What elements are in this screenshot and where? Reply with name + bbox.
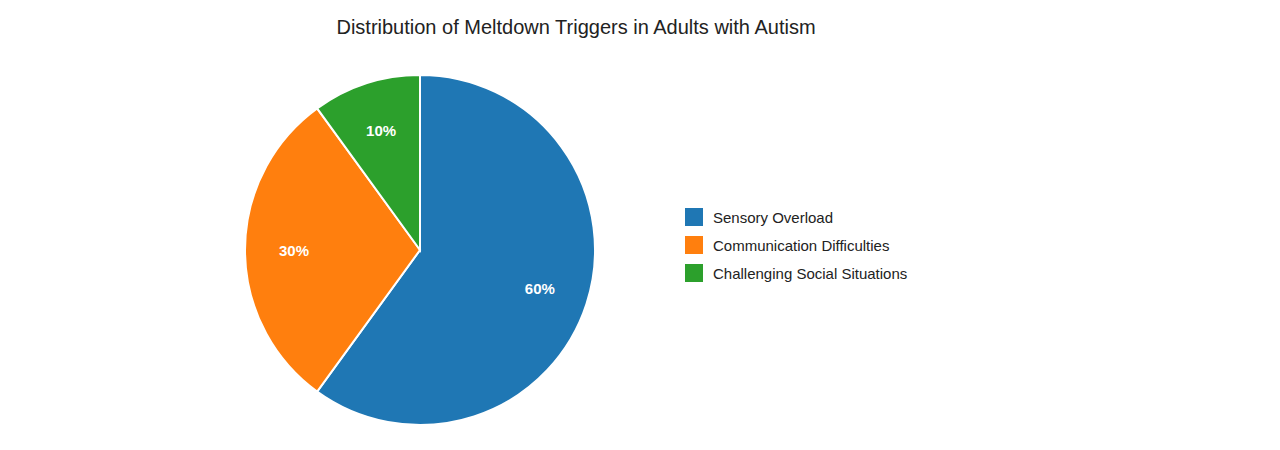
legend-item: Challenging Social Situations: [685, 264, 907, 282]
legend-label: Sensory Overload: [713, 209, 833, 226]
chart: Distribution of Meltdown Triggers in Adu…: [0, 0, 1280, 450]
legend-swatch: [685, 208, 703, 226]
legend-label: Challenging Social Situations: [713, 265, 907, 282]
data-label: 10%: [366, 122, 396, 139]
data-labels: 60% 30% 10%: [279, 122, 555, 298]
slice: [317, 75, 420, 250]
pie: [245, 75, 595, 425]
data-label: 30%: [279, 242, 309, 259]
legend-swatch: [685, 236, 703, 254]
title: Distribution of Meltdown Triggers in Adu…: [336, 16, 815, 38]
legend-label: Communication Difficulties: [713, 237, 889, 254]
legend-item: Communication Difficulties: [685, 236, 889, 254]
legend-swatch: [685, 264, 703, 282]
legend: Sensory Overload Communication Difficulti…: [685, 208, 907, 282]
data-label: 60%: [525, 280, 555, 297]
legend-item: Sensory Overload: [685, 208, 833, 226]
